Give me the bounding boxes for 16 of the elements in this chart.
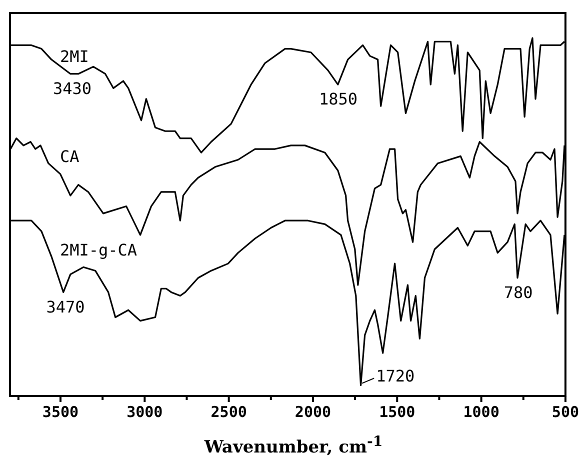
x-tick-label: 3500 <box>42 402 79 421</box>
annotation: 1720 <box>376 366 415 386</box>
x-tick-label: 1000 <box>463 402 500 421</box>
x-tick-label: 3000 <box>126 402 163 421</box>
x-tick-label: 2000 <box>294 402 332 421</box>
series-label: CA <box>60 147 80 166</box>
x-tick-label: 2500 <box>210 402 247 421</box>
x-axis-title: Wavenumber, cm$^{-1}$ <box>203 434 384 458</box>
annotation: 780 <box>504 283 533 302</box>
series-label: 2MI <box>60 47 89 66</box>
annotation: 1850 <box>318 90 358 109</box>
x-tick-label: 1500 <box>379 402 416 421</box>
series-label: 2MI-g-CA <box>60 240 138 260</box>
annotation: 3430 <box>53 79 92 98</box>
x-tick-label: 500 <box>552 402 579 421</box>
annotation: 3470 <box>46 297 85 316</box>
